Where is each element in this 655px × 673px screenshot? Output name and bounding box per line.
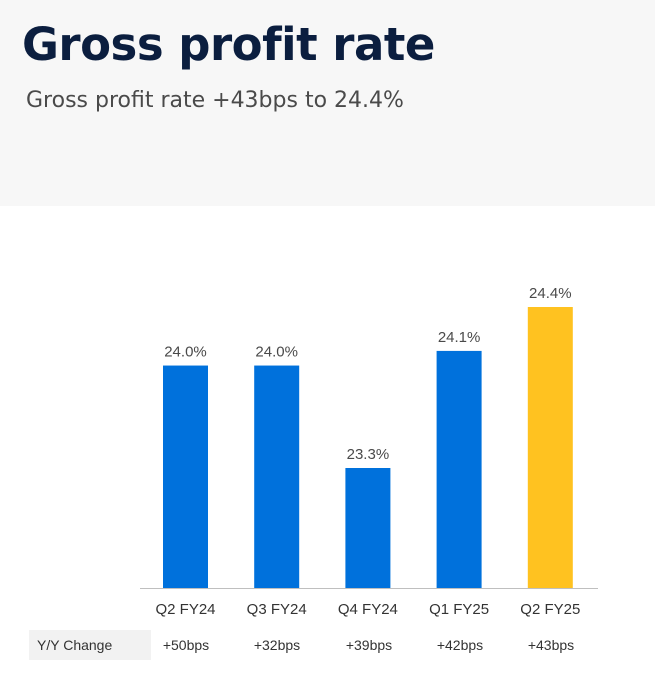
category-tick-label: Q1 FY25 xyxy=(429,601,489,618)
yoy-change-value: +42bps xyxy=(436,637,484,653)
header-panel: Gross profit rate Gross profit rate +43b… xyxy=(0,0,655,206)
bar-q3-fy24 xyxy=(254,365,300,588)
bar-q4-fy24 xyxy=(345,468,391,588)
yoy-change-row: Y/Y Change +50bps +32bps +39bps +42bps +… xyxy=(0,630,655,660)
bar-q1-fy25 xyxy=(436,350,482,588)
data-label: 24.0% xyxy=(255,344,298,361)
yoy-change-value: +39bps xyxy=(345,637,393,653)
category-tick-label: Q3 FY24 xyxy=(247,601,307,618)
category-tick-label: Q4 FY24 xyxy=(338,601,398,618)
data-label: 24.1% xyxy=(438,329,481,346)
category-tick-label: Q2 FY25 xyxy=(520,601,580,618)
yoy-change-value: +43bps xyxy=(527,637,575,653)
gross-profit-chart: 24.0% Q2 FY24 24.0% Q3 FY24 23.3% Q4 FY24 24.1… xyxy=(140,285,598,618)
data-label: 23.3% xyxy=(347,446,390,463)
page-subtitle: Gross profit rate +43bps to 24.4% xyxy=(26,88,404,113)
data-label: 24.0% xyxy=(164,344,207,361)
yoy-change-label: Y/Y Change xyxy=(29,630,151,660)
bar-q2-fy24 xyxy=(163,365,208,588)
data-label: 24.4% xyxy=(529,285,572,302)
category-tick-label: Q2 FY24 xyxy=(155,601,215,618)
page-title: Gross profit rate xyxy=(22,18,435,71)
bar-q2-fy25 xyxy=(527,307,573,588)
yoy-change-value: +32bps xyxy=(253,637,301,653)
yoy-change-value: +50bps xyxy=(162,637,210,653)
